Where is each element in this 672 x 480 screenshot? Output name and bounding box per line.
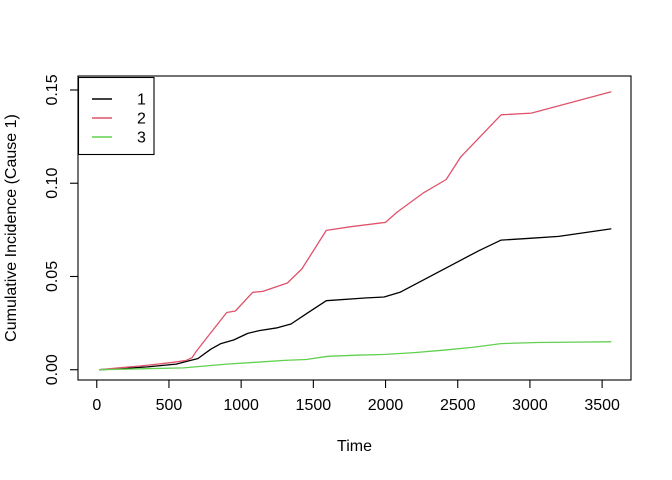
legend-label: 3 xyxy=(137,130,146,147)
series-line-3 xyxy=(99,341,612,371)
plot-frame xyxy=(77,75,632,381)
legend-label: 1 xyxy=(137,92,146,109)
x-tick-label: 2500 xyxy=(440,397,476,414)
series-line-2 xyxy=(99,91,612,371)
legend-label: 2 xyxy=(137,111,146,128)
y-tick-label: 0.00 xyxy=(44,354,61,385)
x-tick-label: 0 xyxy=(92,397,101,414)
y-tick-label: 0.10 xyxy=(44,168,61,199)
legend: 1 2 3 xyxy=(77,76,155,156)
y-axis-title: Cumulative Incidence (Cause 1) xyxy=(3,114,20,342)
y-tick-label: 0.15 xyxy=(44,74,61,105)
y-tick-label: 0.05 xyxy=(44,261,61,292)
x-tick-label: 2000 xyxy=(368,397,404,414)
x-tick-label: 1000 xyxy=(223,397,259,414)
legend-box xyxy=(77,76,155,156)
x-axis-title: Time xyxy=(337,438,372,455)
x-tick-label: 3000 xyxy=(512,397,548,414)
x-tick-label: 500 xyxy=(156,397,183,414)
series-line-1 xyxy=(99,228,612,371)
x-tick-label: 3500 xyxy=(584,397,620,414)
x-tick-label: 1500 xyxy=(296,397,332,414)
